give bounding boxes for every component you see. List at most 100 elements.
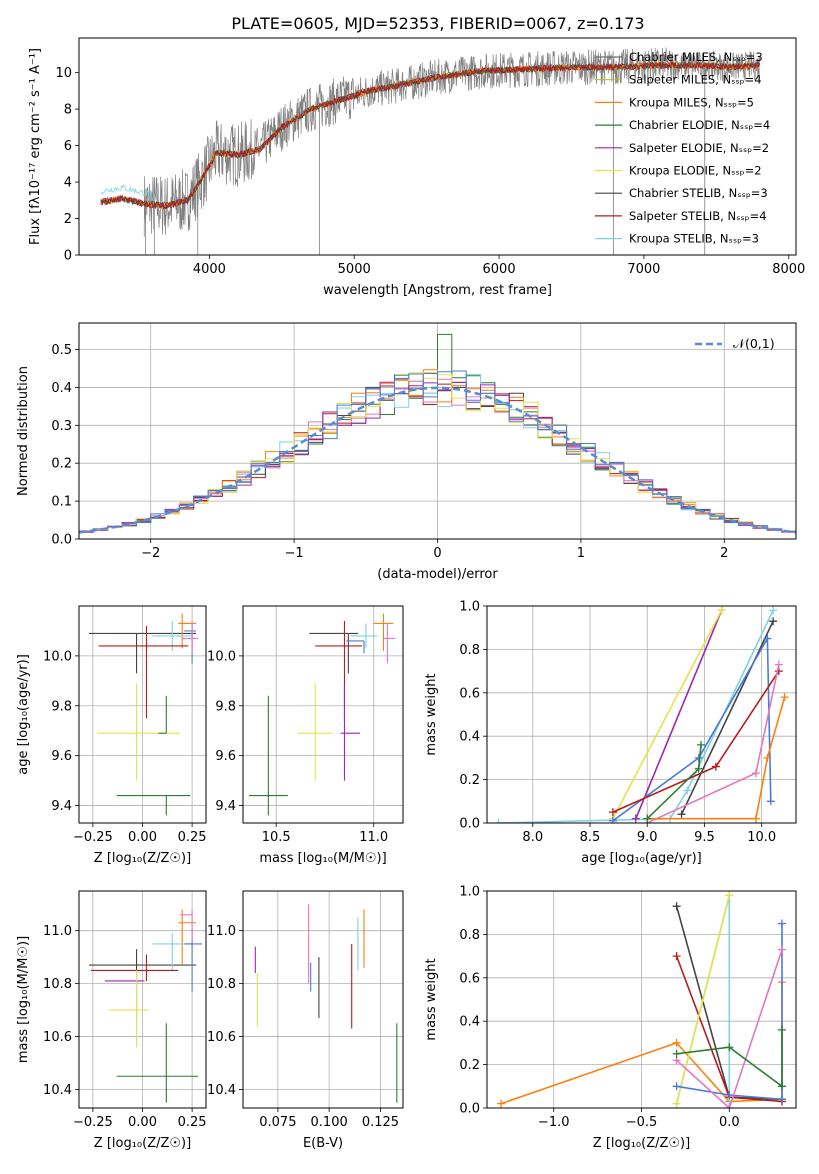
mass_weight_vs_age-ytick-label: 0.2 — [459, 773, 480, 788]
mass_weight_vs_age-series-salpeter-stelib-line — [612, 670, 780, 813]
spectrum-ytick-label: 4 — [64, 176, 72, 191]
mass_weight_vs_age-ytick-label: 0.0 — [459, 817, 480, 832]
residuals-plot-area — [79, 333, 796, 539]
mass_weight_vs_Z-marker-kroupa-miles — [672, 1038, 681, 1047]
mass_weight_vs_Z-ytick-label: 0.0 — [459, 1102, 480, 1117]
mass_weight_vs_age-series-kroupa-stelib-line — [498, 609, 774, 823]
mass_vs_ebv-plot-area — [254, 904, 398, 1103]
residuals-ytick-label: 0.3 — [51, 419, 72, 434]
spectrum-ytick-label: 0 — [64, 249, 72, 264]
mass_weight_vs_age-series-kroupa-miles-line — [647, 696, 786, 820]
age_vs_Z-xtick-label: −0.25 — [73, 830, 113, 845]
mass_weight_vs_age-marker-blue — [766, 797, 775, 806]
mass_weight_vs_Z-marker-blue — [777, 919, 786, 928]
residuals-xtick-label: 1 — [577, 546, 585, 561]
mass_weight_vs_age-marker-kroupa-miles — [780, 693, 789, 702]
legend-entry: Chabrier STELIB, Nₛₛₚ=3 — [629, 186, 768, 200]
age_vs_mass-plot-area — [248, 613, 396, 816]
spectrum-legend: Chabrier MILES, Nₛₛₚ=3 Salpeter MILES, Nₛ… — [595, 50, 770, 246]
mass_vs_Z-panel: −0.25 0.00 0.25 10.4 10.6 10.8 11.0 Z [log₁₀(Z/… — [16, 890, 207, 1151]
mass_weight_vs_Z-marker-blue — [777, 1095, 786, 1104]
mass_weight_vs_age-marker-kroupa-stelib — [494, 819, 503, 823]
residuals-xtick-label: 2 — [720, 546, 728, 561]
mass_weight_vs_Z-marker-kroupa-miles — [497, 1099, 506, 1108]
residuals-frame — [78, 322, 797, 540]
mass_weight_vs_age-marker-kroupa-miles — [763, 753, 772, 762]
age_vs_mass-ytick-label: 9.4 — [215, 799, 236, 814]
residuals-ytick-label: 0.4 — [51, 381, 72, 396]
age_vs_Z-ylabel: age [log₁₀(age/yr)] — [16, 654, 31, 775]
legend-entry: Salpeter STELIB, Nₛₛₚ=4 — [629, 209, 767, 223]
mass_vs_Z-ylabel: mass [log₁₀(M/M☉)] — [16, 936, 31, 1063]
age_vs_Z-ytick-label: 9.4 — [51, 799, 72, 814]
mass_weight_vs_age-marker-salpeter-elodie — [631, 814, 640, 823]
mass_vs_Z-plot-area — [88, 909, 203, 1103]
mass_weight_vs_Z-xtick-label: −1.0 — [538, 1115, 570, 1130]
mass_vs_Z-xlabel: Z [log₁₀(Z/Z☉)] — [94, 1136, 191, 1151]
mass_weight_vs_Z-marker-chabrier-elodie — [777, 1025, 786, 1034]
mass_weight_vs_age-marker-chabrier-elodie — [697, 740, 706, 749]
age_vs_mass-ytick-label: 9.6 — [215, 749, 236, 764]
mass_weight_vs_age-marker-chabrier-stelib — [677, 810, 686, 819]
mass_vs_ebv-ytick-label: 10.6 — [207, 1030, 236, 1045]
residuals-xlabel: (data-model)/error — [377, 567, 498, 582]
age_vs_mass-panel: 10.5 11.0 9.4 9.6 9.8 10.0 mass [log₁₀(M/M☉)] — [207, 605, 404, 866]
mass_weight_vs_Z-ytick-label: 0.2 — [459, 1058, 480, 1073]
mass_weight_vs_age-ytick-label: 0.6 — [459, 686, 480, 701]
mass_weight_vs_Z-ytick-label: 1.0 — [459, 885, 480, 900]
mass_weight_vs_age-panel: 8.0 8.5 9.0 9.5 10.0 0.0 0.2 0.4 0.6 0.8 1.0 age [l… — [424, 600, 797, 866]
age_vs_Z-frame — [78, 605, 207, 824]
mass_vs_Z-ytick-label: 10.4 — [43, 1083, 72, 1098]
age_vs_Z-xtick-label: 0.00 — [128, 830, 157, 845]
mass_weight_vs_Z-ylabel: mass weight — [424, 958, 439, 1040]
spectrum-ytick-label: 6 — [64, 139, 72, 154]
figure-title: PLATE=0605, MJD=52353, FIBERID=0067, z=0… — [231, 14, 644, 33]
mass_weight_vs_age-ylabel: mass weight — [424, 673, 439, 755]
age_vs_Z-xlabel: Z [log₁₀(Z/Z☉)] — [94, 851, 191, 866]
age_vs_mass-xlabel: mass [log₁₀(M/M☉)] — [259, 851, 386, 866]
mass_weight_vs_Z-marker-blue — [725, 1090, 734, 1099]
residuals-xtick-label: −1 — [285, 546, 304, 561]
mass_weight_vs_age-xtick-label: 8.5 — [580, 830, 601, 845]
mass_weight_vs_age-marker-kroupa-miles — [751, 814, 760, 823]
mass_weight_vs_Z-xtick-label: 0.0 — [719, 1115, 740, 1130]
mass_weight_vs_age-xtick-label: 9.0 — [637, 830, 658, 845]
mass_weight_vs_age-series-blue-line — [612, 635, 772, 822]
mass_vs_ebv-xtick-label: 0.075 — [259, 1115, 296, 1130]
age_vs_Z-panel: −0.25 0.00 0.25 9.4 9.6 9.8 10.0 Z [log₁₀(Z/Z☉)… — [16, 605, 207, 866]
mass_vs_Z-ytick-label: 10.8 — [43, 977, 72, 992]
legend-entry: Salpeter MILES, Nₛₛₚ=4 — [629, 73, 762, 87]
mass_weight_vs_age-marker-salpeter-stelib — [711, 762, 720, 771]
spectrum-plot-area — [100, 47, 760, 255]
mass_weight_vs_Z-marker-chabrier-elodie — [672, 1049, 681, 1058]
mass_weight_vs_age-xtick-label: 8.0 — [522, 830, 543, 845]
age_vs_Z-ytick-label: 10.0 — [43, 649, 72, 664]
mass_weight_vs_Z-marker-chabrier-elodie — [777, 1082, 786, 1091]
mass_weight_vs_Z-marker-kroupa-elodie — [725, 891, 734, 900]
mass_weight_vs_Z-marker-pink — [777, 945, 786, 954]
age_vs_mass-xtick-label: 11.0 — [359, 830, 388, 845]
mass_vs_Z-ytick-label: 10.6 — [43, 1030, 72, 1045]
spectrum-xtick-label: 7000 — [627, 262, 660, 277]
mass_weight_vs_Z-series-chabrier-elodie-line — [676, 1029, 783, 1088]
mass_weight_vs_age-marker-kroupa-elodie — [717, 606, 726, 615]
mass_weight_vs_age-plot-area — [494, 606, 789, 823]
legend-entry: Chabrier ELODIE, Nₛₛₚ=4 — [629, 118, 770, 132]
mass_weight_vs_age-ytick-label: 1.0 — [459, 600, 480, 615]
mass_vs_ebv-ytick-label: 11.0 — [207, 924, 236, 939]
legend-entry: Salpeter ELODIE, Nₛₛₚ=2 — [629, 141, 769, 155]
spectrum-xlabel: wavelength [Angstrom, rest frame] — [323, 283, 552, 298]
legend-entry: Kroupa ELODIE, Nₛₛₚ=2 — [629, 164, 762, 178]
age_vs_mass-ytick-label: 10.0 — [207, 649, 236, 664]
mass_vs_ebv-xtick-label: 0.125 — [362, 1115, 399, 1130]
gaussian-legend-label: 𝒩(0,1) — [733, 336, 775, 351]
mass_vs_ebv-xlabel: E(B-V) — [303, 1136, 343, 1151]
mass_weight_vs_age-series-chabrier-elodie-line — [646, 744, 702, 820]
mass_vs_ebv-xtick-label: 0.100 — [311, 1115, 348, 1130]
residuals-ytick-label: 0.2 — [51, 457, 72, 472]
age_vs_Z-ytick-label: 9.6 — [51, 749, 72, 764]
age_vs_mass-ytick-label: 9.8 — [215, 699, 236, 714]
gaussian-curve — [79, 386, 796, 534]
mass_weight_vs_Z-xtick-label: −0.5 — [626, 1115, 658, 1130]
mass_weight_vs_Z-xlabel: Z [log₁₀(Z/Z☉)] — [593, 1136, 690, 1151]
